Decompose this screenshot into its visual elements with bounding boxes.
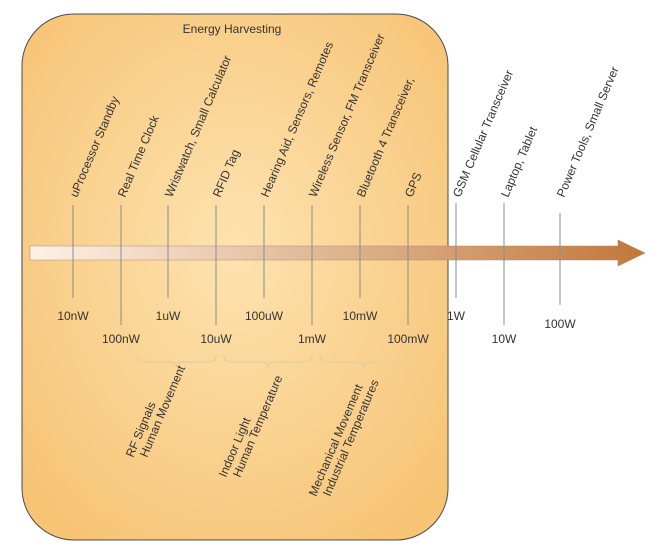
power-level-label: 1W — [447, 309, 466, 323]
power-level-label: 1uW — [156, 309, 181, 323]
source-braces — [136, 354, 409, 369]
application-label: Power Tools, Small Server — [554, 64, 622, 199]
energy-harvesting-region — [21, 13, 449, 541]
power-level-label: 100W — [544, 317, 576, 331]
power-level-labels: 10nW 100nW 1uW 10uW 100uW 1mW 10mW 100mW 1W 10W 10… — [57, 309, 576, 346]
application-label: Laptop, Tablet — [498, 124, 541, 199]
source-brace — [136, 354, 217, 369]
power-axis-arrow — [29, 239, 646, 267]
tick-lines — [72, 203, 561, 325]
power-level-label: 10uW — [200, 332, 232, 346]
power-level-label: 100mW — [387, 332, 429, 346]
region-title: Energy Harvesting — [183, 22, 282, 36]
source-brace — [319, 354, 409, 369]
power-level-label: 10nW — [57, 309, 89, 323]
power-level-label: 1mW — [298, 332, 327, 346]
power-level-label: 100nW — [102, 332, 141, 346]
source-brace — [223, 354, 313, 369]
power-level-label: 100uW — [245, 309, 284, 323]
power-level-label: 10mW — [343, 309, 378, 323]
power-level-label: 10W — [492, 332, 517, 346]
